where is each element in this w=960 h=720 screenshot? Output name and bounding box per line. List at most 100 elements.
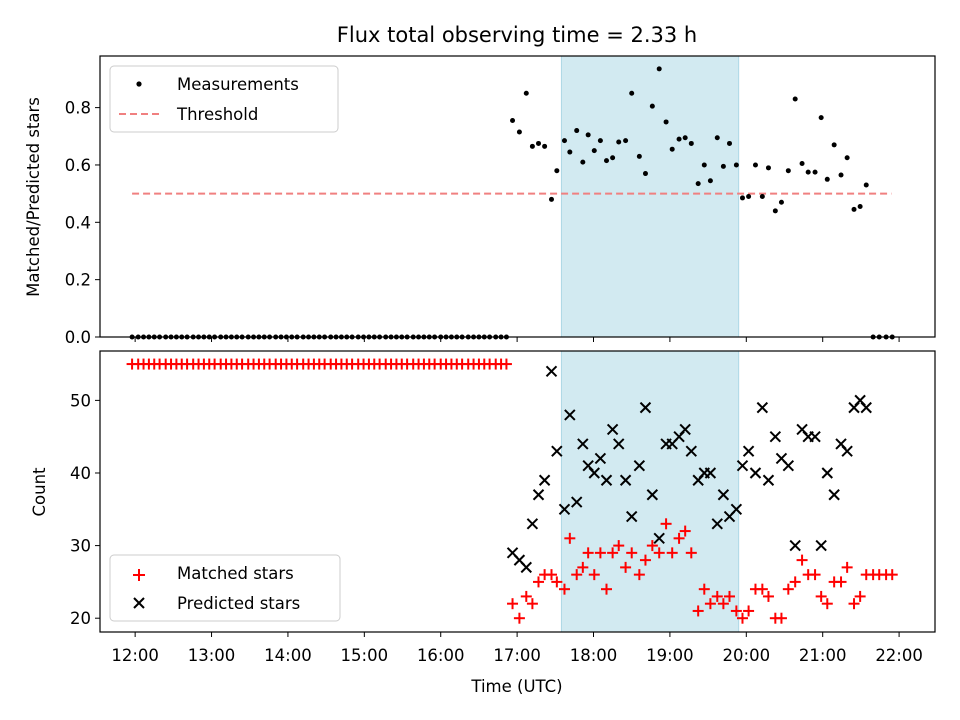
measurement-point [610, 155, 616, 161]
x-tick-label: 18:00 [570, 646, 618, 665]
predicted-star-point [545, 365, 558, 378]
measurement-point [597, 138, 603, 144]
matched-legend-marker [133, 569, 145, 581]
matched-star-point [685, 547, 697, 559]
x-tick-label: 17:00 [493, 646, 541, 665]
measurement-point [682, 135, 688, 141]
predicted-star-point [538, 474, 551, 486]
bottom-axes-frame [99, 350, 936, 633]
predicted-star-point [821, 467, 833, 479]
matched-star-point [796, 554, 808, 566]
predicted-star-point [626, 510, 638, 523]
predicted-star-point [646, 489, 659, 501]
predicted-star-point [828, 489, 840, 501]
predicted-star-point [809, 430, 821, 443]
x-tick-label: 21:00 [799, 646, 847, 665]
legend-predicted-label: Predicted stars [177, 594, 300, 613]
measurement-point [799, 161, 805, 167]
matched-star-point [571, 569, 583, 581]
top-y-tick-label: 0.4 [65, 213, 91, 232]
predicted-star-points [506, 365, 872, 574]
x-axis-label: Time (UTC) [470, 677, 562, 696]
measurement-point [772, 208, 778, 214]
predicted-star-point [730, 503, 743, 515]
measurement-point [714, 135, 720, 141]
measurement-point [857, 204, 863, 210]
predicted-star-point [577, 438, 589, 450]
predicted-star-point [639, 401, 652, 414]
measurement-point [765, 165, 771, 171]
x-tick-label: 22:00 [875, 646, 923, 665]
predicted-star-point [551, 445, 563, 457]
matched-star-point [717, 598, 729, 610]
predicted-star-point [762, 474, 775, 486]
predicted-star-point [633, 460, 646, 472]
matched-star-point [743, 605, 755, 617]
measurement-point [746, 194, 752, 199]
predicted-star-point [685, 445, 698, 457]
measurement-point [785, 168, 791, 174]
bottom-y-tick-label: 30 [70, 537, 91, 556]
top-y-tick-label: 0.0 [65, 328, 91, 347]
observing-window-shade-top [560, 55, 740, 338]
matched-star-point [601, 583, 613, 595]
measurement-point [824, 176, 830, 182]
matched-star-point [564, 532, 576, 544]
measurement-point [604, 158, 610, 164]
matched-star-point [551, 576, 563, 588]
predicted-star-point [520, 561, 532, 574]
matched-star-point [613, 540, 625, 552]
matched-star-points [126, 358, 898, 624]
measurement-point [701, 162, 707, 168]
predicted-star-point [736, 460, 749, 472]
bottom-legend-frame [109, 554, 341, 622]
measurement-point [623, 138, 629, 144]
measurement-point [733, 162, 739, 168]
matched-star-point [666, 547, 678, 559]
predicted-star-point [564, 409, 576, 421]
measurement-point [831, 142, 837, 148]
chart-title: Flux total observing time = 2.33 h [337, 23, 697, 47]
bottom-legend: Matched stars Predicted stars [109, 554, 341, 622]
matched-star-point [692, 605, 704, 617]
matched-star-point [848, 598, 860, 610]
matched-star-point [711, 590, 723, 602]
measurement-point [649, 103, 655, 109]
predicted-star-point [532, 489, 545, 501]
measurement-point [529, 143, 535, 149]
predicted-star-point [588, 467, 600, 479]
measurement-point [585, 132, 591, 138]
predicted-star-point [789, 539, 801, 552]
matched-star-point [809, 569, 821, 581]
matched-star-point [815, 590, 827, 602]
measurement-point [663, 119, 669, 125]
predicted-star-point [815, 539, 827, 552]
measurement-point [567, 149, 573, 155]
matched-star-point [500, 358, 512, 370]
matched-star-point [639, 554, 651, 566]
top-y-axis: 0.0 0.2 0.4 0.6 0.8 [65, 99, 100, 347]
measurement-point [863, 182, 869, 188]
predicted-star-point [679, 423, 691, 436]
measurement-point [616, 139, 622, 145]
measurement-point [580, 159, 586, 165]
matched-star-point [646, 540, 658, 552]
measurement-point [676, 136, 682, 142]
measurement-point [516, 129, 522, 135]
matched-star-point [653, 547, 665, 559]
legend-threshold-label: Threshold [176, 105, 258, 124]
x-tick-label: 19:00 [646, 646, 694, 665]
predicted-star-point [711, 518, 723, 530]
measurement-point [844, 155, 850, 161]
matched-star-point [626, 547, 638, 559]
x-tick-label: 12:00 [111, 646, 159, 665]
measurement-point [752, 162, 758, 168]
top-y-tick-label: 0.6 [65, 156, 91, 175]
predicted-star-point [570, 496, 583, 508]
matched-star-point [577, 561, 589, 573]
bottom-y-tick-label: 40 [70, 464, 91, 483]
predicted-star-point [841, 445, 853, 457]
predicted-star-point [606, 423, 619, 436]
